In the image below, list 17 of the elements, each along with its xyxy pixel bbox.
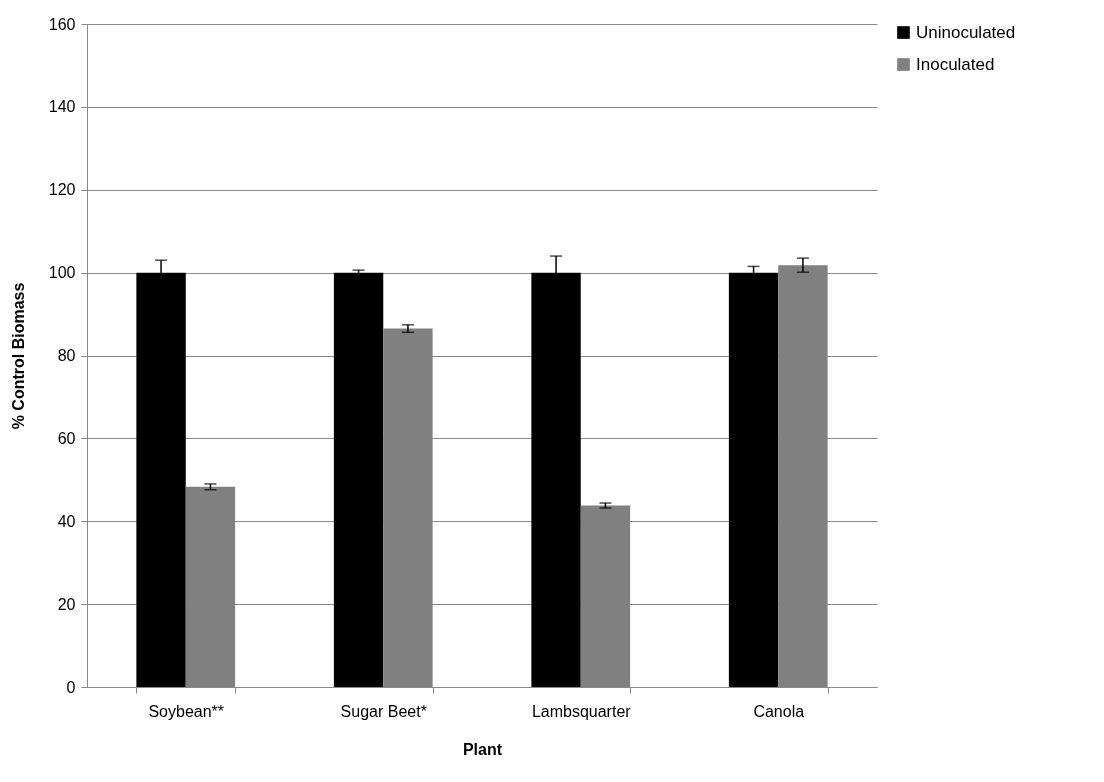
y-tick-label: 60 <box>57 429 76 447</box>
x-tick-label: Lambsquarter <box>531 702 632 720</box>
x-tick-label: Sugar Beet* <box>340 702 427 720</box>
y-tick-label: 40 <box>57 512 76 530</box>
y-tick-label: 100 <box>48 264 76 282</box>
legend-label: Inoculated <box>916 54 995 74</box>
y-tick-label: 80 <box>57 347 76 364</box>
legend-label: Uninoculated <box>916 22 1016 42</box>
x-tick-label: Soybean** <box>148 702 225 720</box>
y-tick-label: 20 <box>57 595 76 613</box>
y-axis-title: % Control Biomass <box>9 282 27 430</box>
x-tick-label: Canola <box>753 702 805 720</box>
y-tick-label: 120 <box>48 181 76 199</box>
y-tick-label: 0 <box>66 678 76 696</box>
y-tick-label: 140 <box>48 98 76 116</box>
x-axis-title: Plant <box>462 740 503 758</box>
y-tick-label: 160 <box>48 15 76 33</box>
